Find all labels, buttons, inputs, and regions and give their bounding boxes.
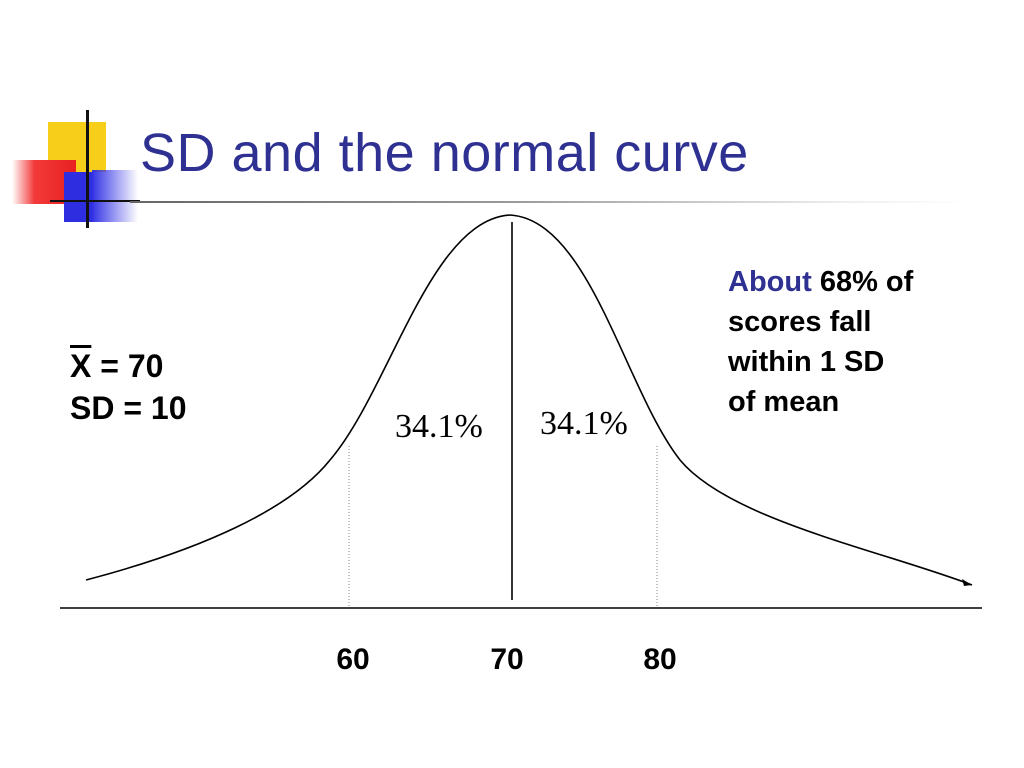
right-region-percent: 34.1% xyxy=(540,405,628,442)
summary-stats: X = 70 SD = 10 xyxy=(70,345,187,429)
mean-symbol: X xyxy=(70,348,92,384)
title-underline-rule xyxy=(130,201,970,203)
tick-label-80: 80 xyxy=(643,643,677,676)
note-line-4: of mean xyxy=(728,386,840,418)
slide-title: SD and the normal curve xyxy=(140,123,749,183)
note-accent-word: About xyxy=(728,266,812,298)
note-line-1-rest: 68% of xyxy=(819,266,914,298)
note-line-3: within 1 SD xyxy=(728,346,885,378)
curve-arrowhead xyxy=(962,579,972,586)
tick-label-60: 60 xyxy=(336,643,370,676)
normal-curve xyxy=(85,214,973,586)
decorative-blue-gradient xyxy=(92,170,138,222)
mean-row: X = 70 xyxy=(70,345,187,387)
note-line-1: About 68% of xyxy=(728,262,968,302)
decorative-blue-square xyxy=(64,172,94,222)
mean-value: = 70 xyxy=(100,348,164,384)
note-line-2: scores fall xyxy=(728,306,872,338)
annotation-note: About 68% of scores fall within 1 SD of … xyxy=(728,262,968,422)
sd-row: SD = 10 xyxy=(70,390,187,426)
tick-label-70: 70 xyxy=(490,643,524,676)
decorative-horizontal-line xyxy=(50,200,140,202)
decorative-vertical-line xyxy=(86,110,89,228)
left-region-percent: 34.1% xyxy=(395,408,483,445)
